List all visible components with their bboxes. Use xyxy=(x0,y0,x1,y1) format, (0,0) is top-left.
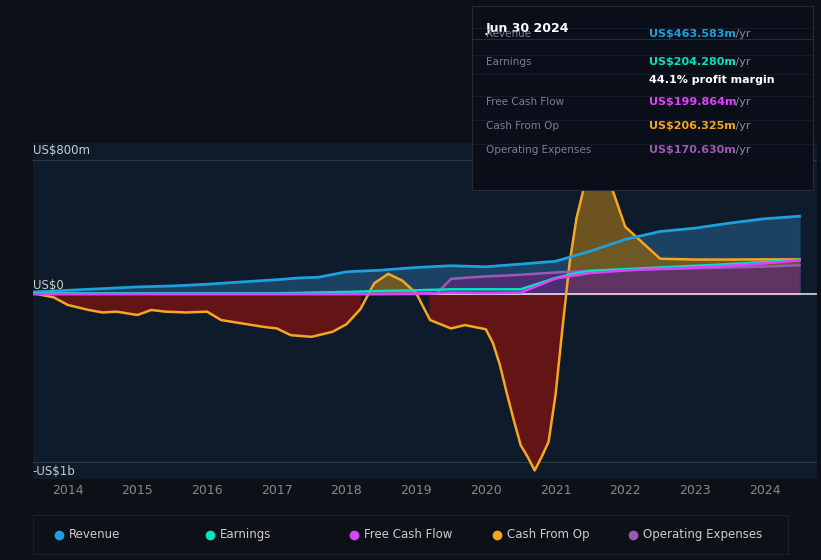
Text: Earnings: Earnings xyxy=(486,57,531,67)
Text: Cash From Op: Cash From Op xyxy=(507,528,589,542)
Text: 44.1% profit margin: 44.1% profit margin xyxy=(649,75,775,85)
Text: /yr: /yr xyxy=(732,29,750,39)
Text: US$170.630m: US$170.630m xyxy=(649,145,736,155)
Text: /yr: /yr xyxy=(732,97,750,108)
Text: US$800m: US$800m xyxy=(33,144,89,157)
Text: US$204.280m: US$204.280m xyxy=(649,57,736,67)
Text: /yr: /yr xyxy=(732,57,750,67)
Text: US$199.864m: US$199.864m xyxy=(649,97,736,108)
Text: -US$1b: -US$1b xyxy=(33,465,76,478)
Text: Revenue: Revenue xyxy=(486,29,531,39)
Text: Free Cash Flow: Free Cash Flow xyxy=(486,97,564,108)
Text: Free Cash Flow: Free Cash Flow xyxy=(364,528,452,542)
Text: Jun 30 2024: Jun 30 2024 xyxy=(486,22,569,35)
Text: /yr: /yr xyxy=(732,122,750,131)
Text: /yr: /yr xyxy=(732,145,750,155)
Text: US$0: US$0 xyxy=(33,279,63,292)
Text: Operating Expenses: Operating Expenses xyxy=(486,145,591,155)
Text: Operating Expenses: Operating Expenses xyxy=(643,528,763,542)
Text: US$206.325m: US$206.325m xyxy=(649,122,736,131)
Text: US$463.583m: US$463.583m xyxy=(649,29,736,39)
Text: Earnings: Earnings xyxy=(220,528,272,542)
Text: Cash From Op: Cash From Op xyxy=(486,122,559,131)
Text: Revenue: Revenue xyxy=(69,528,121,542)
